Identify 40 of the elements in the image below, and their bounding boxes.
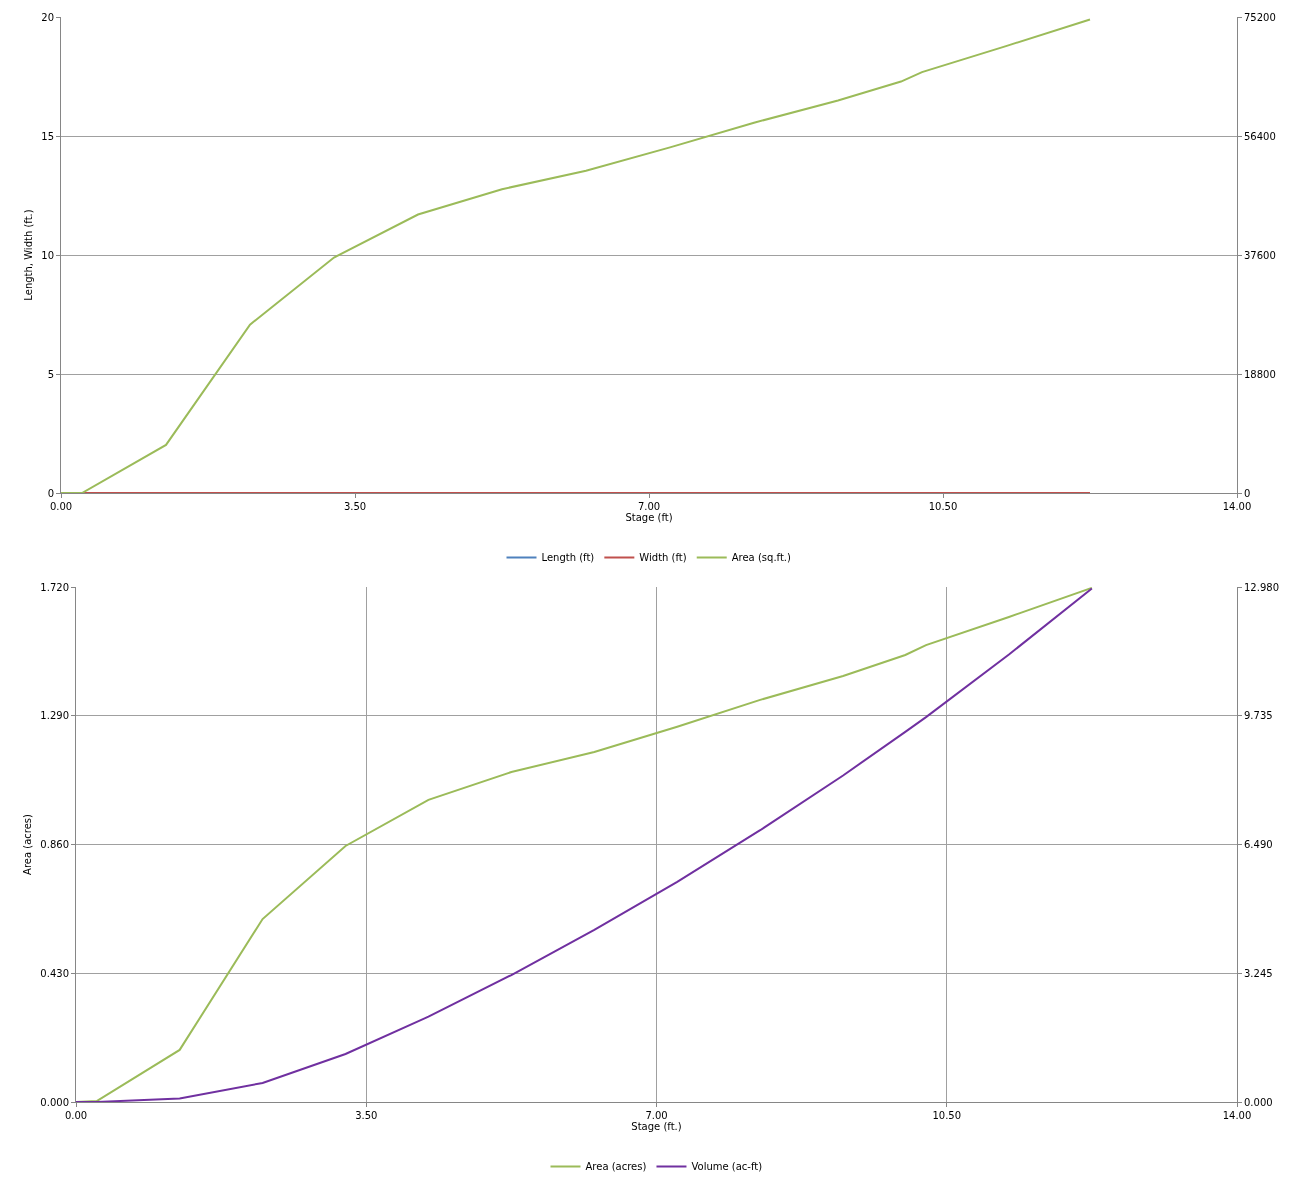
y-tick-label: 0: [47, 487, 54, 499]
x-tick-label: 7.00: [645, 1110, 668, 1121]
x-axis-title: Stage (ft.): [631, 1121, 682, 1132]
y-tick-label: 15: [41, 130, 54, 142]
y-tick-label: 10: [41, 249, 54, 261]
y2-tick-label: 56400: [1244, 130, 1276, 142]
y-tick-label: 20: [41, 11, 54, 23]
x-tick-label: 0.00: [64, 1110, 88, 1121]
y2-tick-label: 18800: [1244, 368, 1276, 380]
y2-tick-label: 75200: [1244, 11, 1276, 23]
y2-tick-label: 12.980: [1244, 581, 1279, 593]
x-tick-label: 0.00: [49, 501, 73, 512]
legend-label: Width (ft): [639, 552, 687, 564]
legend-label: Length (ft): [541, 552, 595, 564]
x-tick-label: 3.50: [343, 501, 367, 512]
x-tick-label: 10.50: [932, 1110, 962, 1121]
x-axis-title: Stage (ft): [625, 512, 673, 523]
y-axis-title: Length, Width (ft.): [23, 209, 35, 301]
x-tick-label: 7.00: [637, 501, 661, 512]
y-tick-label: 0.430: [40, 967, 69, 979]
legend-label: Volume (ac-ft): [691, 1161, 763, 1173]
legend-label: Area (acres): [585, 1161, 647, 1173]
y-tick-label: 5: [47, 368, 54, 380]
x-tick-label: 3.50: [355, 1110, 378, 1121]
y2-tick-label: 9.735: [1244, 710, 1273, 722]
y2-tick-label: 0: [1244, 487, 1251, 499]
legend-label: Area (sq.ft.): [731, 552, 792, 564]
x-tick-label: 14.00: [1222, 501, 1252, 512]
y2-tick-label: 0.000: [1244, 1096, 1273, 1108]
y2-tick-label: 37600: [1244, 249, 1276, 261]
line-series: [61, 18, 1091, 493]
y2-tick-label: 3.245: [1244, 967, 1273, 979]
x-tick-label: 10.50: [928, 501, 958, 512]
y-tick-label: 1.720: [40, 581, 69, 593]
y-tick-label: 1.290: [40, 710, 69, 722]
y-tick-label: 0.000: [40, 1096, 69, 1108]
y-tick-label: 0.860: [40, 839, 69, 850]
y2-tick-label: 6.490: [1244, 839, 1273, 850]
x-tick-label: 14.00: [1222, 1110, 1252, 1121]
y-axis-title: Area (acres): [22, 813, 34, 875]
